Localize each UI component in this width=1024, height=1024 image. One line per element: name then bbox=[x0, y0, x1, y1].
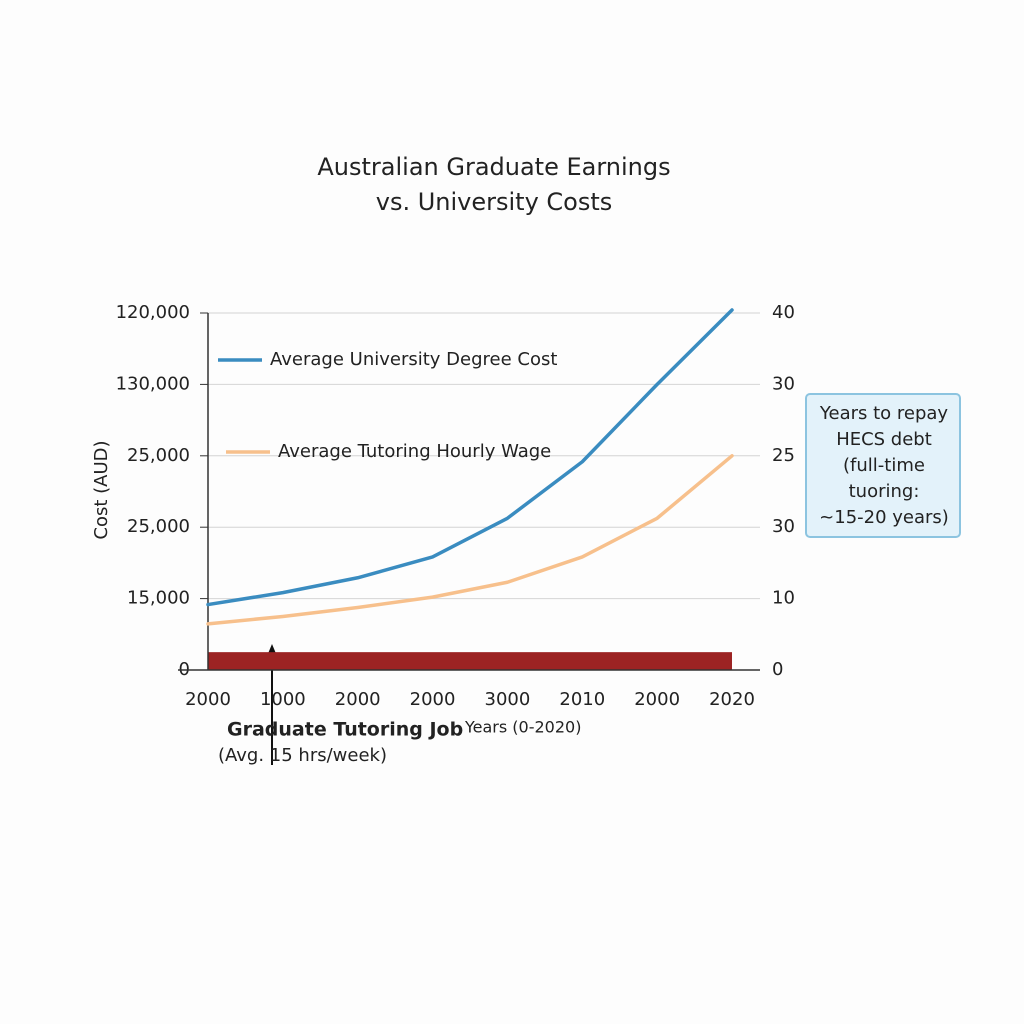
y-tick-label: 25,000 bbox=[127, 516, 190, 537]
y2-tick-label: 10 bbox=[772, 588, 795, 609]
x-tick-label: 2000 bbox=[185, 689, 231, 710]
x-tick-label: 1000 bbox=[260, 689, 306, 710]
band bbox=[208, 652, 732, 670]
y2-tick-label: 25 bbox=[772, 445, 795, 466]
note-text: (full-time bbox=[843, 455, 925, 476]
line bbox=[206, 454, 734, 626]
y2-tick-label: 30 bbox=[772, 373, 795, 394]
y-tick-label: 120,000 bbox=[116, 302, 190, 323]
x-tick-label: 2020 bbox=[709, 689, 755, 710]
note-text: tuoring: bbox=[849, 481, 920, 502]
y2-tick-label: 0 bbox=[772, 659, 783, 680]
x-tick-label: 2000 bbox=[410, 689, 456, 710]
y2-tick-label: 30 bbox=[772, 516, 795, 537]
chart-title: Australian Graduate Earnings bbox=[317, 153, 670, 181]
y-tick-label: 130,000 bbox=[116, 373, 190, 394]
chart-title: vs. University Costs bbox=[376, 188, 613, 216]
annotation: (Avg. 15 hrs/week) bbox=[218, 745, 387, 766]
x-axis-label: Years (0-2020) bbox=[464, 718, 581, 737]
legend-label: Average University Degree Cost bbox=[270, 349, 557, 370]
y-axis-label: Cost (AUD) bbox=[91, 440, 112, 539]
x-tick-label: 3000 bbox=[485, 689, 531, 710]
legend-label: Average Tutoring Hourly Wage bbox=[278, 441, 551, 462]
x-tick-label: 2000 bbox=[634, 689, 680, 710]
note-text: HECS debt bbox=[836, 429, 932, 450]
y2-tick-label: 40 bbox=[772, 302, 795, 323]
note-text: Years to repay bbox=[819, 403, 949, 424]
line bbox=[206, 308, 734, 607]
y-tick-label: 15,000 bbox=[127, 588, 190, 609]
annotation: Graduate Tutoring Job bbox=[227, 719, 463, 741]
y-tick-label: 25,000 bbox=[127, 445, 190, 466]
x-tick-label: 2000 bbox=[335, 689, 381, 710]
note-box bbox=[805, 393, 961, 538]
note-text: ~15-20 years) bbox=[819, 507, 949, 528]
x-tick-label: 2010 bbox=[559, 689, 605, 710]
